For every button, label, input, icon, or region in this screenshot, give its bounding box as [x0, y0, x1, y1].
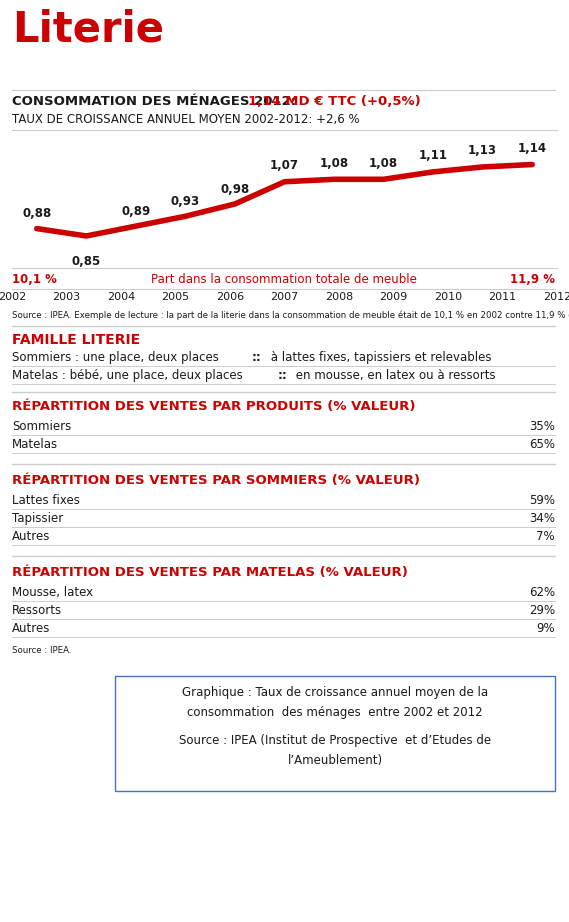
- Text: ::: ::: [278, 369, 288, 382]
- Text: Lattes fixes: Lattes fixes: [12, 494, 80, 507]
- Text: 35%: 35%: [529, 420, 555, 433]
- Text: Matelas: Matelas: [12, 438, 58, 451]
- Text: Matelas : bébé, une place, deux places: Matelas : bébé, une place, deux places: [12, 369, 246, 382]
- Text: en mousse, en latex ou à ressorts: en mousse, en latex ou à ressorts: [292, 369, 496, 382]
- Text: Source : IPEA. Exemple de lecture : la part de la literie dans la consommation d: Source : IPEA. Exemple de lecture : la p…: [12, 310, 569, 320]
- Text: 62%: 62%: [529, 586, 555, 599]
- Text: Ressorts: Ressorts: [12, 604, 62, 617]
- Text: 9%: 9%: [537, 622, 555, 635]
- Text: 2005: 2005: [162, 292, 189, 302]
- Text: 10,1 %: 10,1 %: [12, 273, 57, 286]
- Text: 0,88: 0,88: [22, 207, 51, 220]
- Text: RÉPARTITION DES VENTES PAR MATELAS (% VALEUR): RÉPARTITION DES VENTES PAR MATELAS (% VA…: [12, 566, 408, 579]
- Text: Tapissier: Tapissier: [12, 512, 63, 525]
- Text: Autres: Autres: [12, 530, 51, 543]
- Text: 0,89: 0,89: [121, 205, 150, 218]
- Text: à lattes fixes, tapissiers et relevables: à lattes fixes, tapissiers et relevables: [267, 351, 492, 364]
- Text: ::: ::: [252, 351, 262, 364]
- Text: 2010: 2010: [434, 292, 462, 302]
- Text: 2008: 2008: [325, 292, 353, 302]
- Text: Source : IPEA (Institut de Prospective  et d’Etudes de: Source : IPEA (Institut de Prospective e…: [179, 734, 491, 747]
- Text: 1,08: 1,08: [369, 157, 398, 170]
- Text: 1,08: 1,08: [319, 157, 349, 170]
- Text: RÉPARTITION DES VENTES PAR SOMMIERS (% VALEUR): RÉPARTITION DES VENTES PAR SOMMIERS (% V…: [12, 474, 420, 487]
- Text: 59%: 59%: [529, 494, 555, 507]
- Text: 11,9 %: 11,9 %: [510, 273, 555, 286]
- Text: consommation  des ménages  entre 2002 et 2012: consommation des ménages entre 2002 et 2…: [187, 706, 483, 719]
- Text: Sommiers : une place, deux places: Sommiers : une place, deux places: [12, 351, 222, 364]
- Text: 0,93: 0,93: [171, 195, 200, 208]
- Text: 65%: 65%: [529, 438, 555, 451]
- Text: Literie: Literie: [12, 8, 164, 50]
- Text: 1,14: 1,14: [518, 142, 547, 155]
- Text: 2006: 2006: [216, 292, 244, 302]
- Text: 2003: 2003: [52, 292, 81, 302]
- Text: 1,07: 1,07: [270, 159, 299, 172]
- Text: l’Ameublement): l’Ameublement): [287, 754, 382, 767]
- Text: RÉPARTITION DES VENTES PAR PRODUITS (% VALEUR): RÉPARTITION DES VENTES PAR PRODUITS (% V…: [12, 400, 415, 413]
- Text: FAMILLE LITERIE: FAMILLE LITERIE: [12, 333, 140, 347]
- Text: 1,14 MD € TTC (+0,5%): 1,14 MD € TTC (+0,5%): [248, 95, 420, 108]
- Text: 2009: 2009: [380, 292, 407, 302]
- Text: Graphique : Taux de croissance annuel moyen de la: Graphique : Taux de croissance annuel mo…: [182, 686, 488, 699]
- Text: 1,13: 1,13: [468, 144, 497, 158]
- Text: Source : IPEA.: Source : IPEA.: [12, 646, 72, 655]
- Text: 1,11: 1,11: [419, 149, 448, 162]
- Text: 2012: 2012: [543, 292, 569, 302]
- Text: Mousse, latex: Mousse, latex: [12, 586, 93, 599]
- Text: 2004: 2004: [107, 292, 135, 302]
- Text: 34%: 34%: [529, 512, 555, 525]
- Text: 0,85: 0,85: [72, 255, 101, 268]
- Text: 2002: 2002: [0, 292, 26, 302]
- Text: Part dans la consommation totale de meuble: Part dans la consommation totale de meub…: [151, 273, 417, 286]
- Text: TAUX DE CROISSANCE ANNUEL MOYEN 2002-2012: +2,6 %: TAUX DE CROISSANCE ANNUEL MOYEN 2002-201…: [12, 113, 360, 126]
- Text: 29%: 29%: [529, 604, 555, 617]
- Text: 7%: 7%: [537, 530, 555, 543]
- Text: 0,98: 0,98: [220, 183, 250, 195]
- Text: 2011: 2011: [488, 292, 517, 302]
- Text: Autres: Autres: [12, 622, 51, 635]
- Text: Sommiers: Sommiers: [12, 420, 71, 433]
- Text: CONSOMMATION DES MÉNAGES 2012:: CONSOMMATION DES MÉNAGES 2012:: [12, 95, 301, 108]
- Text: 2007: 2007: [270, 292, 299, 302]
